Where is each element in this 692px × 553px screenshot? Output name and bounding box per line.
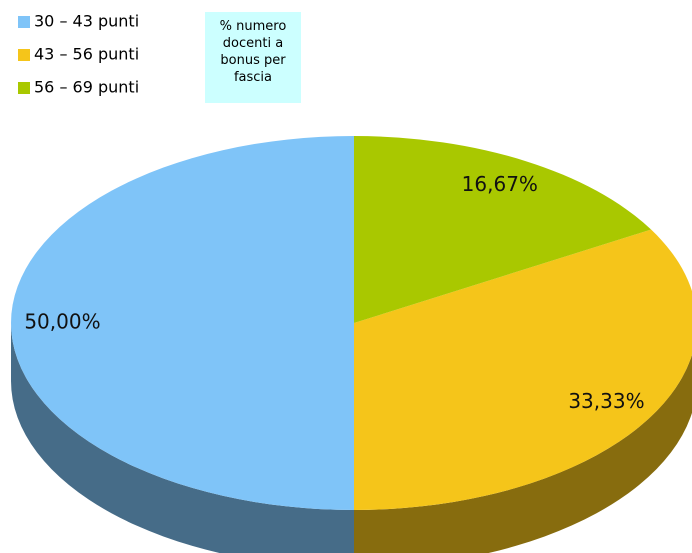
pie-slice: [11, 136, 354, 510]
legend-label: 30 – 43 punti: [34, 12, 139, 31]
data-label: 16,67%: [462, 172, 538, 196]
legend-swatch: [18, 16, 30, 28]
legend-label: 43 – 56 punti: [34, 45, 139, 64]
data-label: 50,00%: [24, 310, 100, 334]
data-label: 33,33%: [568, 389, 644, 413]
legend-swatch: [18, 82, 30, 94]
chart-title: % numero docenti a bonus per fascia: [205, 12, 301, 103]
legend-swatch: [18, 49, 30, 61]
slice-side: [354, 354, 692, 553]
pie-slice: [354, 136, 652, 323]
pie-slice: [354, 229, 692, 510]
legend-label: 56 – 69 punti: [34, 78, 139, 97]
slice-side: [11, 323, 354, 553]
